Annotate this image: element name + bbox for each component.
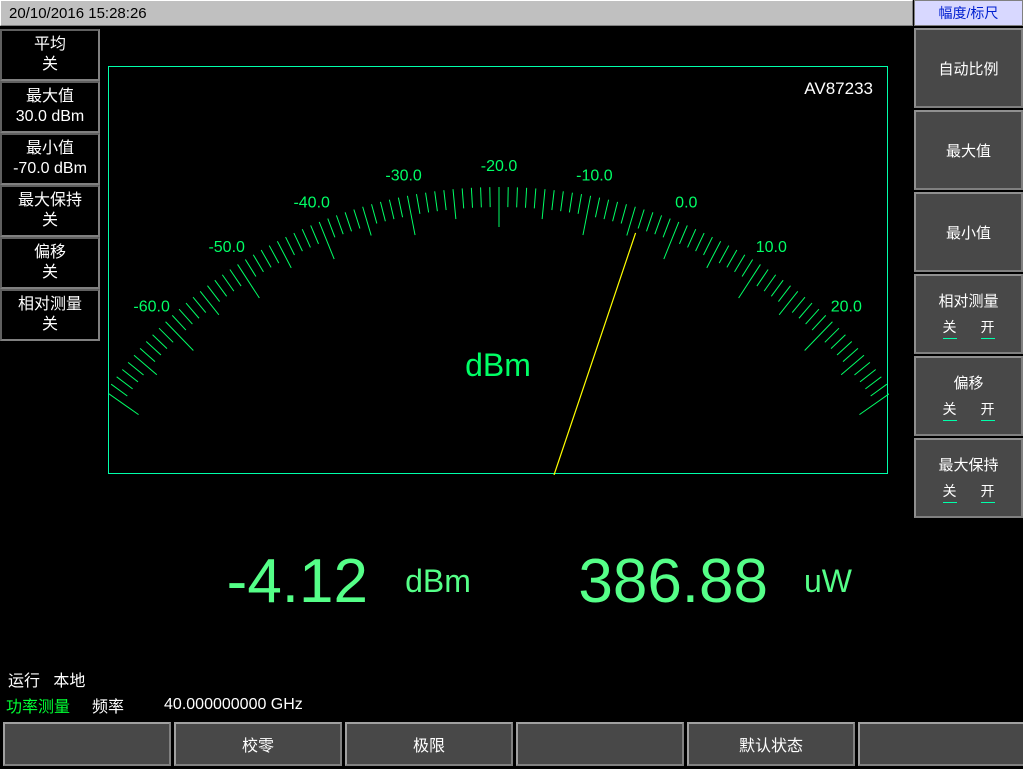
left-item-value: -70.0 dBm: [2, 159, 98, 179]
right-sidebar-header: 幅度/标尺: [914, 0, 1023, 26]
right-btn-label: 最小值: [946, 222, 991, 243]
toggle-off[interactable]: 关: [943, 399, 957, 421]
bottom-btn-5[interactable]: [858, 722, 1023, 766]
footer-info: 功率测量 频率 40.000000000 GHz: [6, 693, 303, 717]
svg-text:0.0: 0.0: [675, 195, 697, 212]
left-item-label: 偏移: [2, 243, 98, 263]
bottom-btn-0[interactable]: [3, 722, 171, 766]
left-item-label: 最大保持: [2, 191, 98, 211]
digital-readout: -4.12 dBm 386.88 uW: [108, 495, 888, 667]
bottom-button-row: 校零极限 默认状态: [3, 722, 1023, 766]
toggle-on[interactable]: 开: [981, 399, 995, 421]
right-btn-2[interactable]: 最小值: [914, 192, 1023, 272]
left-item-label: 最大值: [2, 87, 98, 107]
left-item-value: 30.0 dBm: [2, 107, 98, 127]
svg-text:10.0: 10.0: [756, 239, 787, 256]
left-item-1: 最大值30.0 dBm: [0, 81, 100, 133]
right-btn-1[interactable]: 最大值: [914, 110, 1023, 190]
left-item-5: 相对测量关: [0, 289, 100, 341]
svg-text:-10.0: -10.0: [576, 167, 613, 184]
meter-unit: dBm: [465, 347, 531, 384]
freq-label: 频率: [92, 693, 124, 717]
left-item-value: 关: [2, 211, 98, 231]
bottom-btn-2[interactable]: 极限: [345, 722, 513, 766]
svg-text:-50.0: -50.0: [208, 239, 245, 256]
right-btn-toggle: 关开: [943, 399, 995, 421]
right-btn-0[interactable]: 自动比例: [914, 28, 1023, 108]
reading-1-unit: dBm: [368, 563, 508, 600]
datetime-text: 20/10/2016 15:28:26: [9, 5, 147, 22]
toggle-off[interactable]: 关: [943, 317, 957, 339]
analog-meter: AV87233 -70.0-60.0-50.0-40.0-30.0-20.0-1…: [108, 66, 888, 474]
toggle-on[interactable]: 开: [981, 317, 995, 339]
left-item-label: 最小值: [2, 139, 98, 159]
toggle-on[interactable]: 开: [981, 481, 995, 503]
right-btn-label: 最大值: [946, 140, 991, 161]
right-btn-label: 自动比例: [938, 58, 998, 79]
toggle-off[interactable]: 关: [943, 481, 957, 503]
right-btn-4[interactable]: 偏移关开: [914, 356, 1023, 436]
run-status: 运行 本地: [8, 667, 85, 691]
meter-svg: -70.0-60.0-50.0-40.0-30.0-20.0-10.00.010…: [109, 67, 889, 475]
reading-2-unit: uW: [768, 563, 888, 600]
datetime-bar: 20/10/2016 15:28:26: [0, 0, 913, 26]
svg-text:20.0: 20.0: [831, 299, 862, 316]
left-item-2: 最小值-70.0 dBm: [0, 133, 100, 185]
bottom-btn-4[interactable]: 默认状态: [687, 722, 855, 766]
reading-1-value: -4.12: [108, 546, 368, 617]
bottom-btn-3[interactable]: [516, 722, 684, 766]
right-btn-toggle: 关开: [943, 481, 995, 503]
freq-value: 40.000000000 GHz: [164, 696, 303, 714]
left-item-label: 平均: [2, 35, 98, 55]
bottom-btn-1[interactable]: 校零: [174, 722, 342, 766]
left-sidebar: 平均关最大值30.0 dBm最小值-70.0 dBm最大保持关偏移关相对测量关: [0, 29, 100, 341]
status-run: 运行: [8, 673, 40, 690]
right-btn-3[interactable]: 相对测量关开: [914, 274, 1023, 354]
svg-text:-20.0: -20.0: [481, 158, 518, 175]
status-local: 本地: [53, 673, 85, 690]
power-meas-label: 功率测量: [6, 693, 70, 717]
left-item-4: 偏移关: [0, 237, 100, 289]
left-item-3: 最大保持关: [0, 185, 100, 237]
right-btn-label: 偏移: [953, 372, 983, 393]
left-item-value: 关: [2, 263, 98, 283]
right-btn-5[interactable]: 最大保持关开: [914, 438, 1023, 518]
svg-text:-40.0: -40.0: [293, 195, 330, 212]
right-sidebar: 幅度/标尺 自动比例最大值最小值相对测量关开偏移关开最大保持关开: [914, 0, 1023, 518]
left-item-value: 关: [2, 315, 98, 335]
svg-text:-30.0: -30.0: [385, 167, 422, 184]
left-item-label: 相对测量: [2, 295, 98, 315]
svg-text:-60.0: -60.0: [133, 299, 170, 316]
left-item-value: 关: [2, 55, 98, 75]
right-btn-label: 最大保持: [938, 454, 998, 475]
right-btn-toggle: 关开: [943, 317, 995, 339]
right-btn-label: 相对测量: [938, 290, 998, 311]
reading-2-value: 386.88: [508, 546, 768, 617]
left-item-0: 平均关: [0, 29, 100, 81]
